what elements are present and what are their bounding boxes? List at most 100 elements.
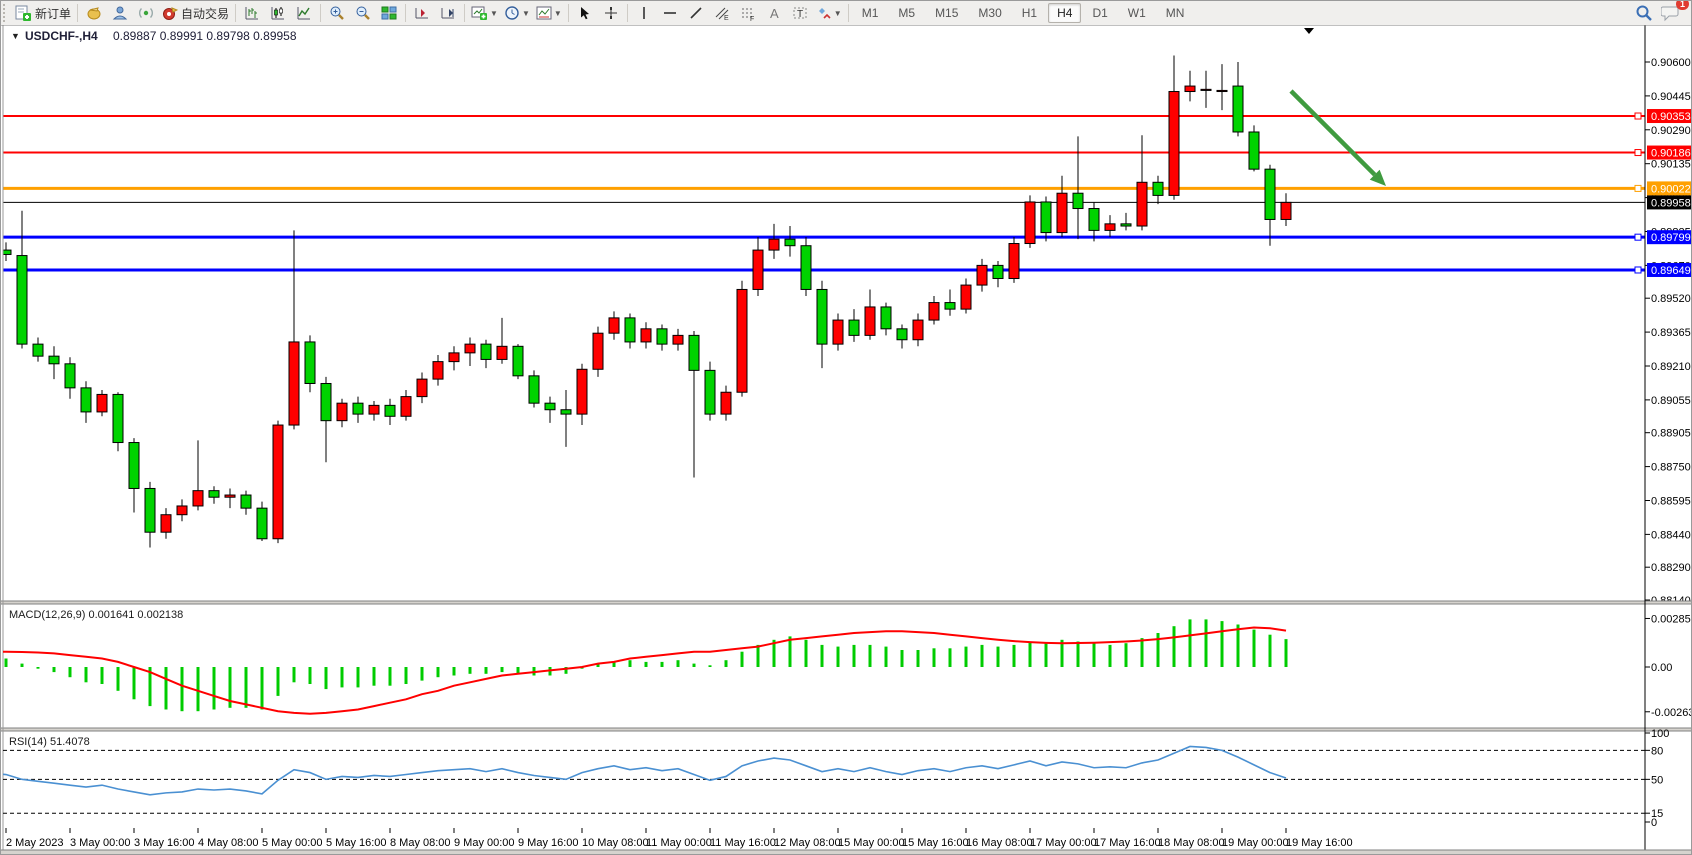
time-axis-label: 18 May 08:00 [1158, 837, 1225, 849]
line-handle[interactable] [1634, 266, 1642, 274]
chevron-down-icon[interactable]: ▼ [521, 8, 530, 18]
candle-bear [800, 245, 812, 290]
line-handle[interactable] [1634, 184, 1642, 192]
vline-icon[interactable] [631, 2, 657, 24]
pane-divider[interactable] [1, 601, 1692, 604]
time-axis-label: 12 May 08:00 [774, 837, 841, 849]
price-axis-label: 0.88440 [1651, 529, 1691, 541]
macd-histogram-bar [964, 646, 968, 667]
bar-chart-icon[interactable] [239, 2, 265, 24]
time-axis-label: 5 May 00:00 [262, 837, 323, 849]
signal-icon[interactable] [133, 2, 159, 24]
price-badge-label: 0.90022 [1651, 183, 1691, 195]
toolbar-separator [847, 4, 849, 22]
zoom-in-icon[interactable] [324, 2, 350, 24]
candle-bear [352, 402, 364, 415]
time-axis-label: 5 May 16:00 [326, 837, 387, 849]
price-axis-label: 0.89365 [1651, 327, 1691, 339]
shapes-icon[interactable]: ▼ [813, 2, 845, 24]
time-axis-label: 11 May 00:00 [646, 837, 712, 849]
chart-shift-icon[interactable] [409, 2, 435, 24]
chevron-down-icon[interactable]: ▼ [553, 8, 562, 18]
candle-bear [32, 343, 44, 357]
template-icon[interactable]: ▼ [533, 2, 565, 24]
candle-bear [16, 255, 28, 345]
candle-bull [576, 368, 588, 415]
price-badge-label: 0.90186 [1651, 148, 1691, 160]
timeframe-button-mn[interactable]: MN [1165, 6, 1185, 20]
macd-histogram-bar [1204, 619, 1208, 667]
scroll-marker-icon[interactable] [1304, 28, 1314, 34]
chart-area[interactable]: 0.906000.904450.902900.901350.899800.898… [1, 25, 1692, 855]
toolbar-separator [464, 4, 466, 22]
crosshair-icon[interactable] [598, 2, 624, 24]
timeframe-button-h1[interactable]: H1 [1021, 6, 1038, 20]
fibonacci-icon[interactable]: F [735, 2, 761, 24]
new-chart-icon[interactable]: ▼ [468, 2, 501, 24]
zoom-out-icon[interactable] [350, 2, 376, 24]
chevron-down-icon[interactable]: ▼ [833, 8, 842, 18]
trendline-icon[interactable] [683, 2, 709, 24]
search-icon[interactable] [1631, 2, 1657, 24]
macd-histogram-bar [660, 661, 664, 667]
candle-bull [720, 391, 732, 415]
price-axis-label: 0.90290 [1651, 125, 1691, 137]
macd-histogram-bar [692, 663, 696, 667]
macd-histogram-bar [1284, 639, 1288, 667]
chat-icon[interactable]: 1 [1657, 1, 1689, 24]
price-axis-label: 0.89055 [1651, 395, 1691, 407]
hline-layer [3, 115, 1645, 272]
community-icon[interactable] [107, 2, 133, 24]
new-order-button-label: 新订单 [35, 6, 72, 21]
bottom-strip [1, 850, 1691, 854]
macd-histogram-bar [356, 667, 360, 688]
timeframe-button-m30[interactable]: M30 [978, 6, 1002, 20]
chevron-down-icon[interactable]: ▼ [490, 8, 498, 18]
macd-histogram-bar [404, 667, 408, 684]
price-badge [1647, 145, 1691, 160]
candlestick-chart-icon[interactable] [265, 2, 291, 24]
text-icon[interactable]: A [761, 2, 787, 24]
line-handle[interactable] [1634, 149, 1642, 157]
auto-scroll-icon[interactable] [435, 2, 461, 24]
candle-bear [208, 490, 220, 498]
cursor-icon[interactable] [572, 2, 598, 24]
time-axis-label: 9 May 16:00 [518, 837, 579, 849]
line-handle[interactable] [1634, 233, 1642, 241]
candle-bull [1200, 88, 1212, 91]
toolbar: 新订单 自动交易 ▼ ▼ ▼ E F A T ▼ M1 M5 M15 M30 H1 H4 D1 W1 MN 1 [1, 1, 1691, 26]
channel-icon[interactable]: E [709, 2, 735, 24]
line-handle[interactable] [1634, 112, 1642, 120]
symbol-expand-icon[interactable]: ▼ [11, 31, 20, 41]
line-chart-icon[interactable] [291, 2, 317, 24]
candles-layer [3, 55, 1292, 548]
candle-bull [96, 393, 108, 413]
trend-arrow[interactable] [1289, 89, 1377, 177]
label-icon[interactable]: T [787, 2, 813, 24]
macd-histogram-bar [468, 667, 472, 674]
candle-bull [832, 319, 844, 345]
candle-bull [960, 284, 972, 310]
timeframe-button-d1[interactable]: D1 [1092, 6, 1108, 20]
pane-divider[interactable] [1, 728, 1692, 731]
macd-histogram-bar [84, 667, 88, 683]
timeframe-button-m5[interactable]: M5 [898, 6, 916, 20]
timeframe-button-m15[interactable]: M15 [935, 6, 959, 20]
macd-histogram-bar [612, 661, 616, 667]
tile-windows-icon[interactable] [376, 2, 402, 24]
new-order-button[interactable]: 新订单 [12, 2, 74, 24]
autotrading-button[interactable]: 自动交易 [159, 2, 232, 24]
macd-histogram-bar [4, 658, 8, 667]
macd-histogram-bar [132, 667, 136, 700]
timeframe-button-m1[interactable]: M1 [861, 6, 879, 20]
period-icon[interactable]: ▼ [501, 2, 533, 24]
timeframe-button-w1[interactable]: W1 [1127, 6, 1146, 20]
macd-histogram-bar [644, 661, 648, 667]
hline-icon[interactable] [657, 2, 683, 24]
timeframe-button-h4[interactable]: H4 [1048, 3, 1082, 23]
time-axis-label: 17 May 16:00 [1094, 837, 1161, 849]
seal-icon[interactable] [81, 2, 107, 24]
macd-histogram-bar [788, 636, 792, 667]
time-axis-label: 15 May 16:00 [902, 837, 969, 849]
macd-histogram-bar [212, 667, 216, 710]
